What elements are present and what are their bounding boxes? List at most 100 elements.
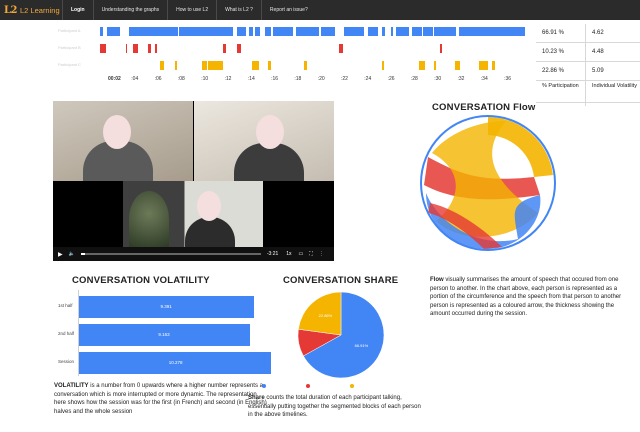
legend-dot: [350, 384, 354, 388]
timeline-segment: [360, 27, 364, 36]
timeline-segment: [288, 27, 293, 36]
timeline-segment: [146, 27, 150, 36]
timeline-segment: [513, 27, 520, 36]
timeline-segment: [367, 27, 370, 36]
timeline-segment: [323, 27, 328, 36]
flow-description-text: visually summarises the amount of speech…: [430, 277, 622, 318]
volatility-bar-value: 9.391: [160, 304, 172, 309]
timeline-segment: [254, 27, 261, 36]
flow-description: Flow visually summarises the amount of s…: [430, 276, 626, 319]
timeline-segment: [205, 27, 212, 36]
fullscreen-icon[interactable]: ⛶: [309, 251, 313, 257]
play-icon[interactable]: ▶: [58, 251, 63, 258]
timeline-segment: [423, 27, 429, 36]
stats-row: 22.86 % 5.09: [536, 62, 640, 81]
timeline-segment: [510, 27, 514, 36]
timeline-segment: [305, 27, 310, 36]
timeline-segment: [158, 27, 161, 36]
flow-description-bold: Flow: [430, 277, 444, 283]
share-pie-chart: 66.91% 22.86%: [297, 291, 385, 379]
timeline-segment: [237, 27, 239, 36]
nav-what-is-l2[interactable]: What is L2 ?: [216, 0, 261, 20]
timeline-segment: [269, 27, 272, 36]
share-title: CONVERSATION SHARE: [283, 275, 399, 286]
timeline-segment: [303, 61, 305, 70]
timeline-segment: [486, 27, 489, 36]
timeline-tick-label: :20: [317, 76, 325, 82]
timeline-segment: [183, 27, 186, 36]
timeline-segment: [434, 61, 437, 70]
timeline-segment: [140, 27, 145, 36]
volatility-bar-row: 1st half 9.391: [58, 296, 254, 318]
flow-chord-diagram: [420, 115, 556, 251]
video-controls: ▶ 🔈 -3:21 1x ▭ ⛶ ⋮: [53, 247, 334, 261]
participation-header: % Participation: [542, 83, 579, 89]
timeline-segment: [357, 27, 361, 36]
volatility-bar-label: Session: [58, 359, 75, 364]
timeline-segment: [491, 27, 497, 36]
stats-table: 66.91 % 4.62 10.23 % 4.48 22.86 % 5.09 %…: [536, 24, 640, 106]
timeline-segment: [173, 27, 179, 36]
timeline-segment: [331, 27, 335, 36]
flow-ribbon-yellow: [432, 121, 538, 237]
blurred-face: [256, 115, 284, 149]
timeline-segment: [328, 27, 332, 36]
timeline-tick-label: :12: [224, 76, 232, 82]
timeline-segment: [179, 27, 184, 36]
timeline-segment: [440, 44, 442, 53]
timeline-segment: [304, 61, 307, 70]
pie-slice-label: 66.91%: [355, 343, 369, 348]
timeline-segment: [250, 27, 253, 36]
timeline-segment: [481, 27, 487, 36]
volatility-header: Individual Volatility: [592, 83, 637, 89]
timeline-label-a: Participant A: [58, 28, 81, 33]
timeline-segment: [163, 61, 165, 70]
timeline-segment: [195, 27, 201, 36]
brand[interactable]: L2 L2 Learning: [0, 0, 62, 20]
timeline-segment: [417, 27, 421, 36]
timeline-segment: [297, 27, 301, 36]
timeline-segment: [273, 27, 279, 36]
volatility-axis: [78, 290, 79, 376]
share-description-text: counts the total duration of each partic…: [248, 395, 421, 419]
progress-bar[interactable]: [80, 253, 261, 255]
more-icon[interactable]: ⋮: [318, 251, 324, 257]
timeline-segment: [189, 27, 194, 36]
timeline-segment: [221, 27, 227, 36]
timeline-segment: [280, 27, 285, 36]
nav-login[interactable]: Login: [62, 0, 93, 20]
nav-understanding-graphs[interactable]: Understanding the graphs: [92, 0, 168, 20]
timeline-segment: [159, 61, 164, 70]
timeline-segment: [400, 27, 406, 36]
speed-button[interactable]: 1x: [286, 251, 292, 257]
timeline-segment: [175, 61, 178, 70]
top-nav: L2 L2 Learning Login Understanding the g…: [0, 0, 640, 20]
volatility-bar-value: 10.278: [168, 360, 183, 365]
timeline-tick-label: :16: [271, 76, 279, 82]
volume-icon[interactable]: 🔈: [68, 251, 75, 257]
timeline-segment: [395, 27, 401, 36]
timeline-segment: [405, 27, 410, 36]
timeline-segment: [321, 27, 324, 36]
nav-how-to-use[interactable]: How to use L2: [167, 0, 216, 20]
timeline-segment: [208, 61, 212, 70]
timeline-segment: [148, 44, 152, 53]
timeline-segment: [149, 27, 153, 36]
timeline-segment: [243, 27, 245, 36]
timeline-tick-label: :32: [457, 76, 465, 82]
video-player[interactable]: ▶ 🔈 -3:21 1x ▭ ⛶ ⋮: [53, 101, 334, 261]
timeline-segment: [519, 27, 523, 36]
legend-dot: [306, 384, 310, 388]
flow-ribbon-red: [428, 203, 502, 249]
timeline-segment: [253, 61, 256, 70]
timeline-segment: [369, 27, 373, 36]
timeline-segment: [522, 27, 525, 36]
pip-icon[interactable]: ▭: [298, 251, 304, 257]
timeline-segment: [414, 27, 418, 36]
timeline-segment: [300, 27, 304, 36]
volatility-value: 4.62: [592, 30, 604, 36]
nav-report-issue[interactable]: Report an issue?: [260, 0, 316, 20]
legend-dot: [262, 384, 266, 388]
timeline-segment: [268, 61, 271, 70]
timeline-segment: [169, 27, 174, 36]
